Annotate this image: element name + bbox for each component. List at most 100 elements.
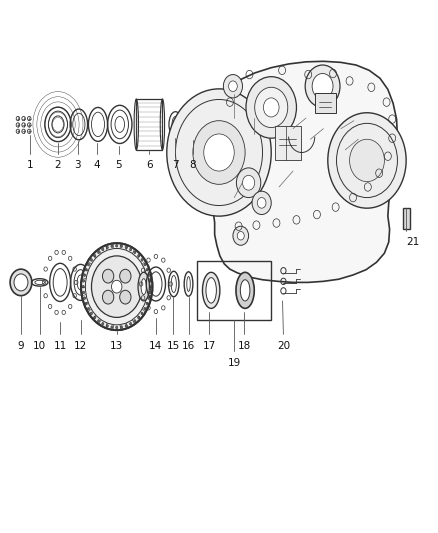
Circle shape: [116, 326, 118, 329]
Circle shape: [92, 256, 142, 317]
Bar: [197, 261, 271, 319]
Circle shape: [328, 113, 406, 208]
Circle shape: [94, 316, 96, 319]
Circle shape: [82, 285, 84, 288]
Circle shape: [144, 263, 146, 266]
Circle shape: [134, 251, 136, 254]
Text: 17: 17: [203, 341, 216, 351]
Circle shape: [229, 81, 237, 92]
Text: 18: 18: [238, 341, 251, 351]
Circle shape: [14, 274, 28, 291]
Circle shape: [84, 297, 86, 300]
Circle shape: [120, 326, 123, 328]
Circle shape: [102, 322, 104, 325]
Circle shape: [204, 134, 234, 171]
Circle shape: [98, 320, 100, 322]
Circle shape: [141, 312, 143, 314]
Text: 8: 8: [190, 160, 196, 171]
Circle shape: [263, 98, 279, 117]
Circle shape: [193, 120, 245, 184]
Circle shape: [90, 312, 92, 314]
Circle shape: [98, 251, 100, 254]
Ellipse shape: [138, 272, 149, 301]
Circle shape: [237, 231, 244, 240]
Polygon shape: [213, 61, 397, 282]
Circle shape: [106, 325, 108, 327]
Text: 4: 4: [94, 160, 100, 171]
Circle shape: [257, 198, 266, 208]
Circle shape: [120, 245, 123, 247]
Circle shape: [148, 297, 150, 300]
Circle shape: [120, 269, 131, 283]
Circle shape: [90, 259, 92, 261]
Circle shape: [134, 320, 136, 322]
Circle shape: [138, 316, 140, 319]
Text: 9: 9: [18, 341, 24, 351]
Circle shape: [312, 74, 333, 99]
Text: 16: 16: [182, 341, 195, 351]
Text: 7: 7: [172, 160, 179, 171]
Circle shape: [88, 308, 90, 310]
Circle shape: [82, 279, 85, 282]
Circle shape: [85, 268, 87, 271]
Text: 11: 11: [53, 341, 67, 351]
Text: 14: 14: [149, 341, 162, 351]
Circle shape: [106, 246, 108, 249]
Circle shape: [246, 77, 297, 138]
Text: 20: 20: [277, 341, 290, 351]
Text: 1: 1: [26, 160, 33, 171]
Circle shape: [88, 263, 90, 266]
Circle shape: [141, 259, 143, 261]
Ellipse shape: [202, 272, 220, 309]
Circle shape: [84, 274, 86, 277]
Circle shape: [120, 290, 131, 304]
Circle shape: [125, 325, 127, 327]
Text: 15: 15: [167, 341, 180, 351]
Text: 10: 10: [33, 341, 46, 351]
Text: 12: 12: [74, 341, 87, 351]
Circle shape: [130, 248, 132, 251]
Circle shape: [130, 322, 132, 325]
Circle shape: [146, 268, 148, 271]
Bar: [136, 99, 162, 150]
Text: 21: 21: [406, 237, 420, 247]
Circle shape: [149, 279, 151, 282]
Circle shape: [111, 245, 113, 247]
Circle shape: [223, 75, 243, 98]
Circle shape: [350, 139, 385, 182]
Circle shape: [116, 245, 118, 247]
Circle shape: [102, 290, 114, 304]
Circle shape: [94, 254, 96, 257]
Circle shape: [149, 291, 151, 294]
Text: 5: 5: [116, 160, 122, 171]
Circle shape: [102, 269, 114, 283]
Circle shape: [81, 243, 152, 330]
Circle shape: [167, 89, 271, 216]
Circle shape: [243, 175, 254, 190]
Circle shape: [254, 87, 288, 127]
Ellipse shape: [206, 278, 216, 303]
Circle shape: [102, 248, 104, 251]
Circle shape: [233, 226, 249, 245]
Circle shape: [10, 269, 32, 296]
Bar: [315, 93, 336, 113]
Circle shape: [144, 308, 146, 310]
Circle shape: [146, 302, 148, 305]
Text: 19: 19: [228, 358, 241, 368]
Ellipse shape: [240, 280, 250, 301]
Circle shape: [112, 280, 122, 293]
Circle shape: [111, 326, 113, 328]
Bar: [403, 208, 410, 229]
Circle shape: [138, 254, 140, 257]
Text: 2: 2: [55, 160, 61, 171]
Circle shape: [305, 65, 340, 108]
Text: 3: 3: [74, 160, 81, 171]
Circle shape: [149, 285, 151, 288]
Circle shape: [125, 246, 127, 249]
Circle shape: [237, 168, 261, 198]
Text: 6: 6: [146, 160, 153, 171]
Circle shape: [85, 302, 87, 305]
Ellipse shape: [141, 279, 146, 295]
Ellipse shape: [236, 272, 254, 309]
Text: 13: 13: [110, 341, 124, 351]
